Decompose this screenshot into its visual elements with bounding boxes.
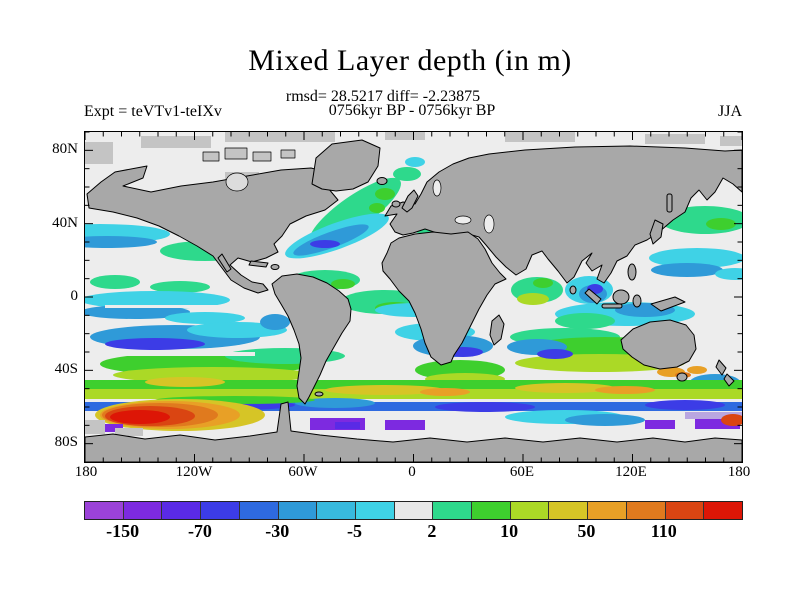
colorbar-segment <box>355 502 395 519</box>
colorbar-segment <box>472 502 511 519</box>
y-tick-label-80n: 80N <box>52 141 78 157</box>
antarctica <box>85 401 742 462</box>
y-tick-label-0: 0 <box>70 288 79 304</box>
colorbar-tick-label: 50 <box>577 521 596 541</box>
colorbar-segment <box>433 502 473 519</box>
colorbar-segment <box>85 502 124 519</box>
stats-line: rmsd= 28.5217 diff= -2.23875 <box>285 88 481 105</box>
colorbar-segment <box>510 502 550 519</box>
page-title: Mixed Layer depth (in m) <box>248 44 572 77</box>
y-tick-label-40s: 40S <box>54 361 78 377</box>
colorbar-tick-label: -70 <box>187 521 212 541</box>
x-tick-label-0: 0 <box>408 464 416 480</box>
colorbar-segment <box>704 502 742 519</box>
x-tick-label-180w: 180 <box>74 464 98 480</box>
colorbar-tick-label: 2 <box>427 521 437 541</box>
colorbar-tick-label: -30 <box>265 521 290 541</box>
colorbar-segment <box>278 502 318 519</box>
axis-ticks <box>85 132 742 462</box>
colorbar-segment <box>317 502 356 519</box>
colorbar-tick-label: -150 <box>106 521 140 541</box>
colorbar-segment <box>626 502 666 519</box>
colorbar-segment <box>162 502 202 519</box>
colorbar-tick-label: 10 <box>500 521 519 541</box>
x-tick-label-60e: 60E <box>509 464 535 480</box>
colorbar-tick-label: 110 <box>650 521 677 541</box>
colorbar-segment <box>549 502 589 519</box>
world-map-plot <box>84 131 743 463</box>
colorbar-segments <box>84 501 743 520</box>
map-canvas <box>85 132 742 462</box>
colorbar-segment <box>665 502 705 519</box>
x-tick-label-120w: 120W <box>175 464 213 480</box>
y-tick-label-80s: 80S <box>54 434 78 450</box>
experiment-label: Expt = teVTv1-teIXv <box>84 103 222 120</box>
period-line: 0756kyr BP - 0756kyr BP <box>328 102 496 119</box>
land-layer <box>85 132 742 462</box>
colorbar-labels: -150 -70 -30 -5 2 10 50 110 <box>84 521 741 545</box>
colorbar-tick-label: -5 <box>347 521 363 541</box>
colorbar-segment <box>123 502 163 519</box>
colorbar-segment <box>239 502 279 519</box>
y-tick-label-40n: 40N <box>52 215 78 231</box>
colorbar-segment <box>394 502 434 519</box>
colorbar-segment <box>588 502 627 519</box>
x-tick-label-60w: 60W <box>288 464 318 480</box>
season-label: JJA <box>717 103 742 120</box>
x-tick-label-120e: 120E <box>615 464 647 480</box>
x-tick-label-180e: 180 <box>727 464 751 480</box>
colorbar-segment <box>201 502 240 519</box>
